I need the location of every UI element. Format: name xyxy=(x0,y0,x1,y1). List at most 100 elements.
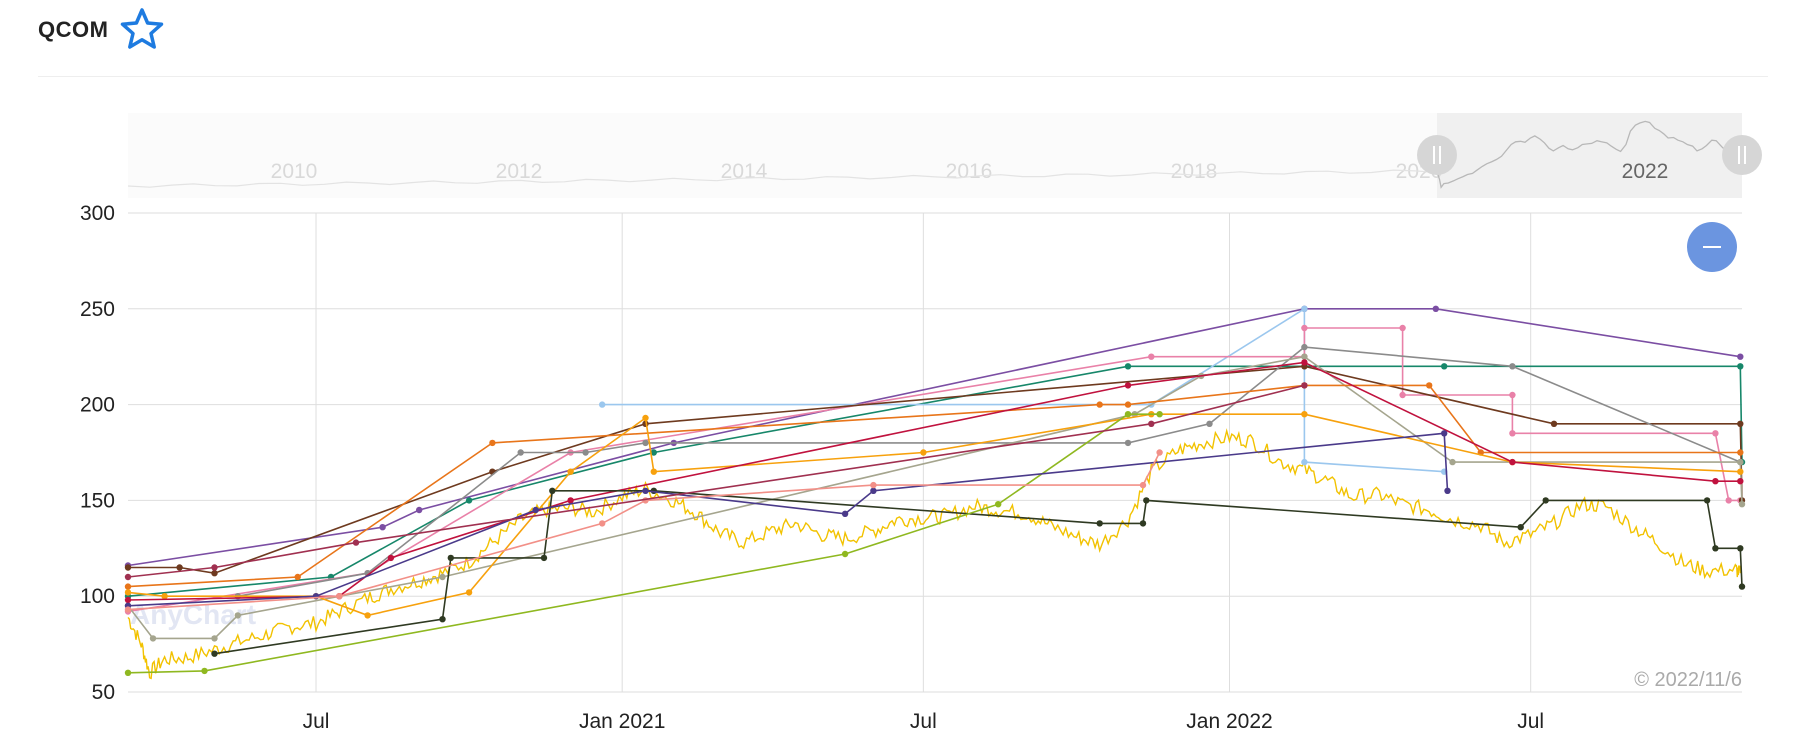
series-point xyxy=(416,506,423,514)
series-point xyxy=(642,439,649,447)
chart-header: QCOM xyxy=(38,6,166,54)
series-point xyxy=(841,550,849,558)
series-point xyxy=(149,635,157,642)
navigator-selection[interactable] xyxy=(1437,113,1742,198)
series-point xyxy=(1737,420,1744,427)
series-13[interactable] xyxy=(124,449,1163,613)
series-point xyxy=(465,589,473,596)
series-point xyxy=(1712,478,1719,485)
series-point xyxy=(1432,305,1440,312)
y-tick-label: 200 xyxy=(80,394,115,417)
series-point xyxy=(1148,353,1155,360)
series-point xyxy=(1124,382,1132,389)
series-point xyxy=(1301,382,1308,389)
series-point xyxy=(211,635,218,642)
series-point xyxy=(1096,401,1103,408)
series-point xyxy=(1737,363,1744,370)
series-point xyxy=(447,554,454,562)
series-10[interactable] xyxy=(211,487,1746,657)
price-line xyxy=(127,428,1741,680)
series-point xyxy=(1737,478,1744,485)
handle-knob xyxy=(1722,135,1762,175)
series-point xyxy=(387,554,395,562)
series-point xyxy=(599,401,606,408)
series-point xyxy=(1449,458,1456,466)
x-tick-label: Jul xyxy=(1517,710,1544,733)
series-point xyxy=(352,539,360,546)
target-series xyxy=(124,305,1746,676)
series-point xyxy=(1301,343,1308,351)
series-point xyxy=(161,593,168,600)
navigator-history-line xyxy=(127,169,1438,188)
series-12[interactable] xyxy=(124,430,1451,609)
series-point xyxy=(1143,497,1150,504)
series-point xyxy=(995,501,1002,508)
series-point xyxy=(176,564,183,571)
y-tick-label: 250 xyxy=(80,298,115,321)
series-point xyxy=(1096,520,1103,527)
navigator-year-label: 2018 xyxy=(1171,160,1218,183)
series-5[interactable] xyxy=(234,343,1744,600)
y-tick-label: 150 xyxy=(80,489,115,512)
series-point xyxy=(650,449,657,456)
series-point xyxy=(1542,497,1549,504)
series-point xyxy=(642,487,649,494)
series-point xyxy=(1301,324,1308,332)
series-point xyxy=(1301,353,1308,360)
series-point xyxy=(1737,545,1744,552)
series-point xyxy=(1725,497,1732,504)
x-tick-label: Jul xyxy=(303,710,330,733)
series-point xyxy=(336,593,343,600)
x-axis: Jul Jan 2021 Jul Jan 2022 Jul xyxy=(303,710,1545,733)
y-tick-label: 300 xyxy=(80,202,115,225)
series-point xyxy=(1124,439,1132,447)
series-point xyxy=(124,564,132,571)
copyright-text: © 2022/11/6 xyxy=(1634,669,1742,691)
series-point xyxy=(1509,430,1516,437)
series-point xyxy=(1301,458,1308,466)
series-point xyxy=(1441,363,1448,370)
navigator-left-handle[interactable] xyxy=(1417,135,1457,175)
ticker-symbol: QCOM xyxy=(38,17,109,42)
series-point xyxy=(532,506,539,514)
series-line xyxy=(127,327,1741,613)
star-outline-icon[interactable] xyxy=(118,6,166,54)
navigator-year-label: 2016 xyxy=(946,160,993,183)
series-point xyxy=(920,449,927,456)
series-point xyxy=(1517,524,1524,531)
series-point xyxy=(1148,420,1155,427)
range-navigator[interactable]: 2010 2012 2014 2016 2018 2020 2022 xyxy=(127,113,1762,198)
series-point xyxy=(439,616,446,623)
series-9[interactable] xyxy=(124,359,1744,604)
series-point xyxy=(211,564,218,571)
series-point xyxy=(1737,449,1744,456)
series-point xyxy=(1712,545,1719,552)
series-point xyxy=(364,612,371,619)
x-tick-label: Jul xyxy=(910,710,937,733)
series-point xyxy=(465,497,473,504)
header-divider xyxy=(38,76,1768,77)
navigator-right-handle[interactable] xyxy=(1722,135,1762,175)
series-line xyxy=(237,346,1741,597)
series-point xyxy=(1509,363,1516,370)
series-point xyxy=(1737,353,1744,360)
series-point xyxy=(1301,411,1308,418)
series-11[interactable] xyxy=(124,411,1163,676)
series-line xyxy=(127,384,1741,588)
series-point xyxy=(1156,449,1163,456)
series-14[interactable] xyxy=(124,382,1308,581)
series-7[interactable] xyxy=(124,382,1744,590)
series-point xyxy=(567,497,574,504)
series-point xyxy=(1509,391,1516,399)
zoom-out-button[interactable] xyxy=(1687,222,1737,272)
series-point xyxy=(650,468,657,475)
series-point xyxy=(201,667,208,675)
series-point xyxy=(517,449,524,456)
series-point xyxy=(1444,487,1451,494)
series-point xyxy=(489,439,496,447)
series-2[interactable] xyxy=(599,305,1448,475)
series-point xyxy=(1737,458,1744,466)
series-point xyxy=(1301,305,1308,312)
series-point xyxy=(1301,359,1308,366)
